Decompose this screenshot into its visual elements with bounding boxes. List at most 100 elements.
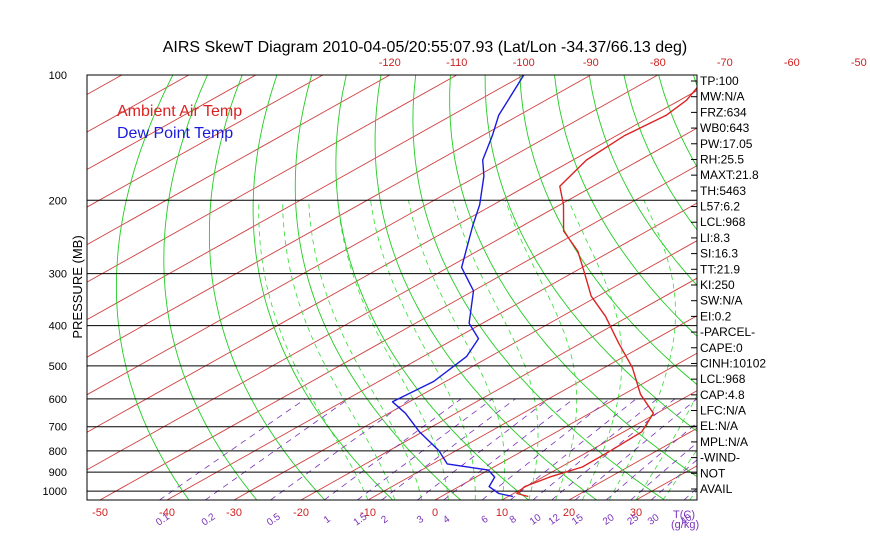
isobar-layer [87,199,697,492]
pressure-tick-label: 800 [49,446,67,458]
mixing-ratio-line [574,398,697,500]
dry-adiabat-line [449,75,697,478]
index-item: EI:0.2 [700,309,732,323]
mixing-ratio-tick-label: 0.2 [200,511,218,528]
top-tick-label: -80 [650,57,666,69]
moist-adiabat-line [635,394,697,500]
pressure-tick-label: 200 [49,195,67,207]
mixing-ratio-tick-label: 30 [646,512,662,528]
index-item: EL:N/A [700,419,738,433]
index-item: RH:25.5 [700,152,744,166]
legend-dew-point-temp: Dew Point Temp [117,125,233,142]
mixing-ratio-line [630,442,697,500]
dry-adiabat-line [115,75,190,500]
legend-ambient-air-temp: Ambient Air Temp [117,103,242,120]
mixing-ratio-tick-label: 10 [528,512,544,528]
bottom-tick-label: 10 [496,507,508,519]
bottom-tick-labels: -50 -40 -30 -20 -10 0 10 20 30 [92,507,642,519]
index-item: CAPE:0 [700,341,743,355]
isotherm-line [233,240,697,500]
isotherm-line [87,75,257,171]
isotherm-line [87,75,324,208]
index-item: CINH:10102 [700,356,766,370]
pressure-tick-label: 400 [49,321,67,333]
top-tick-label: -60 [784,57,800,69]
mixing-ratio-tick-label: 4 [441,514,452,526]
chart-title: AIRS SkewT Diagram 2010-04-05/20:55:07.9… [163,39,687,56]
index-item: TP:100 [700,74,739,88]
bottom-tick-label: 0 [432,507,438,519]
dry-adiabat-line [554,75,697,337]
mixing-ratio-line [443,398,574,500]
plot-frame [86,74,698,501]
legend: Ambient Air Temp Dew Point Temp [117,103,242,142]
index-item: MAXT:21.8 [700,168,759,182]
top-tick-label: -100 [513,57,535,69]
bottom-tick-label: 20 [563,507,575,519]
mixing-ratio-line [381,398,516,500]
isotherm-line [87,75,458,283]
bottom-tick-label: -20 [293,507,309,519]
dry-adiabat-line [163,75,258,500]
top-tick-label: -90 [583,57,599,69]
moist-adiabat-line [504,200,578,500]
bottom-tick-label: -50 [92,507,108,519]
mixing-ratio-tick-label: 3 [415,514,426,526]
isotherm-line [635,465,697,500]
isotherm-line [568,427,697,500]
dry-adiabat-line [832,75,870,500]
mixing-ratio-tick-label: 1 [322,514,333,526]
pressure-tick-label: 600 [49,394,67,406]
pressure-tick-label: 500 [49,361,67,373]
index-item: L57:6.2 [700,200,740,214]
isotherm-line [87,75,391,246]
top-tick-label: -50 [851,57,867,69]
bottom-tick-label: -10 [360,507,376,519]
index-item: LFC:N/A [700,404,746,418]
moist-adiabat-line [258,200,369,500]
index-item: SW:N/A [700,294,742,308]
mixing-ratio-line [417,398,550,500]
moist-adiabat-line [452,200,539,500]
mixing-ratio-line [481,398,610,500]
dry-adiabat-line [519,75,697,386]
isotherm-line [87,127,697,471]
moist-adiabat-line [568,200,623,500]
dry-adiabat-line [658,75,697,168]
index-item: WB0:643 [700,121,750,135]
top-tick-label: -110 [446,57,467,69]
top-tick-label: -70 [717,57,733,69]
pressure-tick-label: 900 [49,467,67,479]
index-item: CAP:4.8 [700,388,745,402]
moist-adiabat-line [308,200,422,500]
isotherm-line [501,390,697,500]
moist-adiabat-line [408,200,505,500]
dry-adiabat-line [412,75,665,500]
dew-point-temp-line [391,75,525,498]
isotherm-line [770,75,870,500]
mixing-ratio-line [270,398,411,500]
mixing-ratio-line [510,398,637,500]
dry-adiabat-line [588,75,697,286]
isotherm-line [87,90,697,433]
bottom-tick-label: -30 [226,507,242,519]
dry-adiabat-line [763,75,870,500]
index-item: AVAIL [700,482,733,496]
y-axis-label: PRESSURE (MB) [70,235,85,338]
index-item: -WIND- [700,451,740,465]
isotherm-line [434,352,697,500]
pressure-tick-labels: 100 200 300 400 500 600 700 800 900 1000 [43,70,67,498]
isotherm-line [87,75,123,96]
pressure-tick-label: 1000 [43,486,67,498]
pressure-tick-label: 100 [49,70,67,82]
mixing-ratio-line [357,398,493,500]
mixing-ratio-tick-label: 12 [547,512,563,528]
mixing-ratio-line [204,398,349,500]
index-item: PW:17.05 [700,137,753,151]
isotherm-line [166,202,697,500]
moist-adiabat-line [608,200,676,500]
dry-adiabat-line [335,75,529,500]
index-item: MW:N/A [700,90,744,104]
